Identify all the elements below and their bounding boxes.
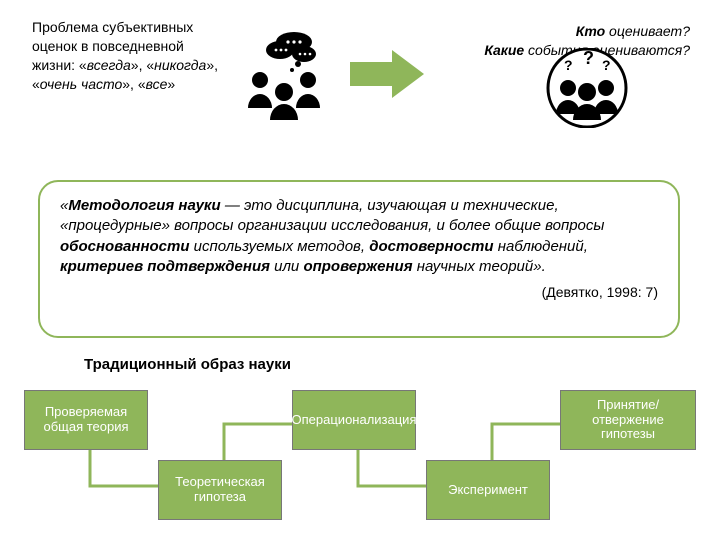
flow-node: Операционализация <box>292 390 416 450</box>
quote-box: «Методология науки — это дисциплина, изу… <box>38 180 680 338</box>
quote-citation: (Девятко, 1998: 7) <box>60 283 658 302</box>
svg-text:?: ? <box>583 48 594 68</box>
flow-edge <box>354 450 426 490</box>
svg-text:?: ? <box>564 57 573 73</box>
arrow-right-icon <box>348 48 426 100</box>
flow-node: Теоретическая гипотеза <box>158 460 282 520</box>
flow-node: Проверяемая общая теория <box>24 390 148 450</box>
quote-body: «Методология науки — это дисциплина, изу… <box>60 196 658 277</box>
svg-text:?: ? <box>602 57 611 73</box>
flow-node: Эксперимент <box>426 460 550 520</box>
problem-statement: Проблема субъективных оценок в повседнев… <box>32 18 222 94</box>
flow-edge <box>488 420 560 460</box>
flow-subtitle: Традиционный образ науки <box>84 356 291 373</box>
flow-edge <box>86 450 158 490</box>
discussion-icon <box>244 30 324 120</box>
flow-node: Принятие/отвержение гипотезы <box>560 390 696 450</box>
flow-edge <box>220 420 292 460</box>
flowchart: Проверяемая общая теорияТеоретическая ги… <box>0 380 720 540</box>
questioning-group-icon: ? ? ? <box>544 48 630 128</box>
